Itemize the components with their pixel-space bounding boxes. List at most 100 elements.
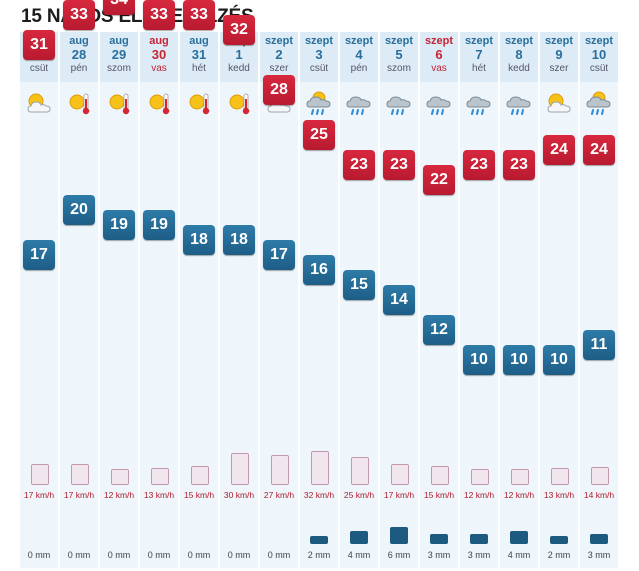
month-label: szept — [424, 35, 454, 47]
sunny-hot-icon — [225, 90, 253, 118]
partly-cloudy-icon — [25, 90, 53, 118]
min-temp-box: 10 — [543, 345, 575, 375]
rain-amount-label: 0 mm — [227, 550, 251, 560]
weekday-label: szer — [269, 63, 289, 74]
rain-bar — [430, 534, 448, 544]
weekday-label: hét — [192, 63, 206, 74]
rain-bar — [510, 531, 528, 544]
wind-bar — [271, 455, 289, 485]
day-number: 5 — [395, 47, 403, 62]
month-label: szept — [304, 35, 334, 47]
day-number: 6 — [435, 47, 443, 62]
day-header: szept 8 kedd — [500, 32, 538, 82]
rain-amount-label: 3 mm — [427, 550, 451, 560]
day-column[interactable]: aug27csüt311717 km/h0 mm — [20, 30, 58, 568]
day-number: 8 — [515, 47, 523, 62]
min-temp-box: 15 — [343, 270, 375, 300]
month-label: aug — [69, 35, 89, 47]
day-header: szept 4 pén — [340, 32, 378, 82]
day-column[interactable]: szept 6 vas 22 12 15 km/h 3 mm — [420, 32, 458, 568]
month-label: szept — [464, 35, 494, 47]
rain-amount-label: 2 mm — [307, 550, 331, 560]
day-header: szept 3 csüt — [300, 32, 338, 82]
wind-speed-label: 17 km/h — [63, 490, 95, 500]
day-column[interactable]: szept 2 szer 28 17 27 km/h 0 mm — [260, 32, 298, 568]
min-temp-box: 11 — [583, 330, 615, 360]
day-header: aug 30 vas — [140, 32, 178, 82]
weekday-label: kedd — [228, 63, 250, 74]
wind-bar — [111, 469, 129, 485]
max-temp-box: 32 — [223, 15, 255, 45]
rain-bar — [550, 536, 568, 544]
wind-bar — [471, 469, 489, 485]
rain-bar — [390, 527, 408, 544]
min-temp-box: 10 — [463, 345, 495, 375]
weekday-label: vas — [151, 63, 167, 74]
max-temp-box: 24 — [583, 135, 615, 165]
month-label: szept — [344, 35, 374, 47]
day-column[interactable]: szept 5 szom 23 14 17 km/h 6 mm — [380, 32, 418, 568]
wind-bar — [231, 453, 249, 485]
wind-speed-label: 25 km/h — [343, 490, 375, 500]
min-temp-box: 12 — [423, 315, 455, 345]
min-temp-box: 17 — [263, 240, 295, 270]
month-label: szept — [264, 35, 294, 47]
rain-bar — [350, 531, 368, 544]
max-temp-box: 23 — [343, 150, 375, 180]
rain-amount-label: 3 mm — [587, 550, 611, 560]
day-header: szept 9 szer — [540, 32, 578, 82]
day-number: 30 — [151, 47, 167, 62]
min-temp-box: 10 — [503, 345, 535, 375]
sun-cloud-rain-icon — [305, 90, 333, 118]
rain-amount-label: 3 mm — [467, 550, 491, 560]
day-column[interactable]: szept 10 csüt 24 11 14 km/h 3 mm — [580, 32, 618, 568]
wind-speed-label: 15 km/h — [423, 490, 455, 500]
day-column[interactable]: szept 9 szer 24 10 13 km/h 2 mm — [540, 32, 578, 568]
max-temp-box: 33 — [143, 0, 175, 30]
sun-cloud-rain-icon — [585, 90, 613, 118]
wind-bar — [311, 451, 329, 485]
weekday-label: szom — [387, 63, 411, 74]
wind-speed-label: 12 km/h — [503, 490, 535, 500]
max-temp-box: 23 — [503, 150, 535, 180]
wind-bar — [71, 464, 89, 485]
wind-speed-label: 15 km/h — [183, 490, 215, 500]
weekday-label: csüt — [29, 63, 49, 74]
rain-amount-label: 2 mm — [547, 550, 571, 560]
month-label: szept — [504, 35, 534, 47]
month-label: szept — [544, 35, 574, 47]
day-column[interactable]: szept 7 hét 23 10 12 km/h 3 mm — [460, 32, 498, 568]
min-temp-box: 18 — [183, 225, 215, 255]
day-column[interactable]: szept1kedd321830 km/h0 mm — [220, 15, 258, 568]
wind-speed-label: 12 km/h — [103, 490, 135, 500]
weekday-label: szom — [107, 63, 131, 74]
weekday-label: vas — [431, 63, 447, 74]
wind-bar — [391, 464, 409, 485]
day-column[interactable]: aug 28 pén 33 20 17 km/h 0 mm — [60, 0, 98, 568]
day-header: szept 2 szer — [260, 32, 298, 82]
rain-amount-label: 0 mm — [27, 550, 51, 560]
day-header: szept 6 vas — [420, 32, 458, 82]
min-temp-box: 19 — [143, 210, 175, 240]
wind-bar — [31, 464, 49, 485]
day-column[interactable]: szept 8 kedd 23 10 12 km/h 4 mm — [500, 32, 538, 568]
day-number: 9 — [555, 47, 563, 62]
wind-speed-label: 13 km/h — [543, 490, 575, 500]
day-header: szept 7 hét — [460, 32, 498, 82]
wind-speed-label: 17 km/h — [23, 490, 55, 500]
rain-amount-label: 0 mm — [67, 550, 91, 560]
day-column[interactable]: szept 4 pén 23 15 25 km/h 4 mm — [340, 32, 378, 568]
rain-amount-label: 0 mm — [267, 550, 291, 560]
max-temp-box: 34 — [103, 0, 135, 15]
month-label: aug — [109, 35, 129, 47]
cloud-rain-icon — [465, 90, 493, 118]
max-temp-box: 33 — [183, 0, 215, 30]
day-column[interactable]: szept 3 csüt 25 16 32 km/h 2 mm — [300, 32, 338, 568]
max-temp-box: 23 — [463, 150, 495, 180]
day-column[interactable]: aug 30 vas 33 19 13 km/h 0 mm — [140, 0, 178, 568]
min-temp-box: 17 — [23, 240, 55, 270]
day-column[interactable]: aug 31 hét 33 18 15 km/h 0 mm — [180, 0, 218, 568]
min-temp-box: 16 — [303, 255, 335, 285]
